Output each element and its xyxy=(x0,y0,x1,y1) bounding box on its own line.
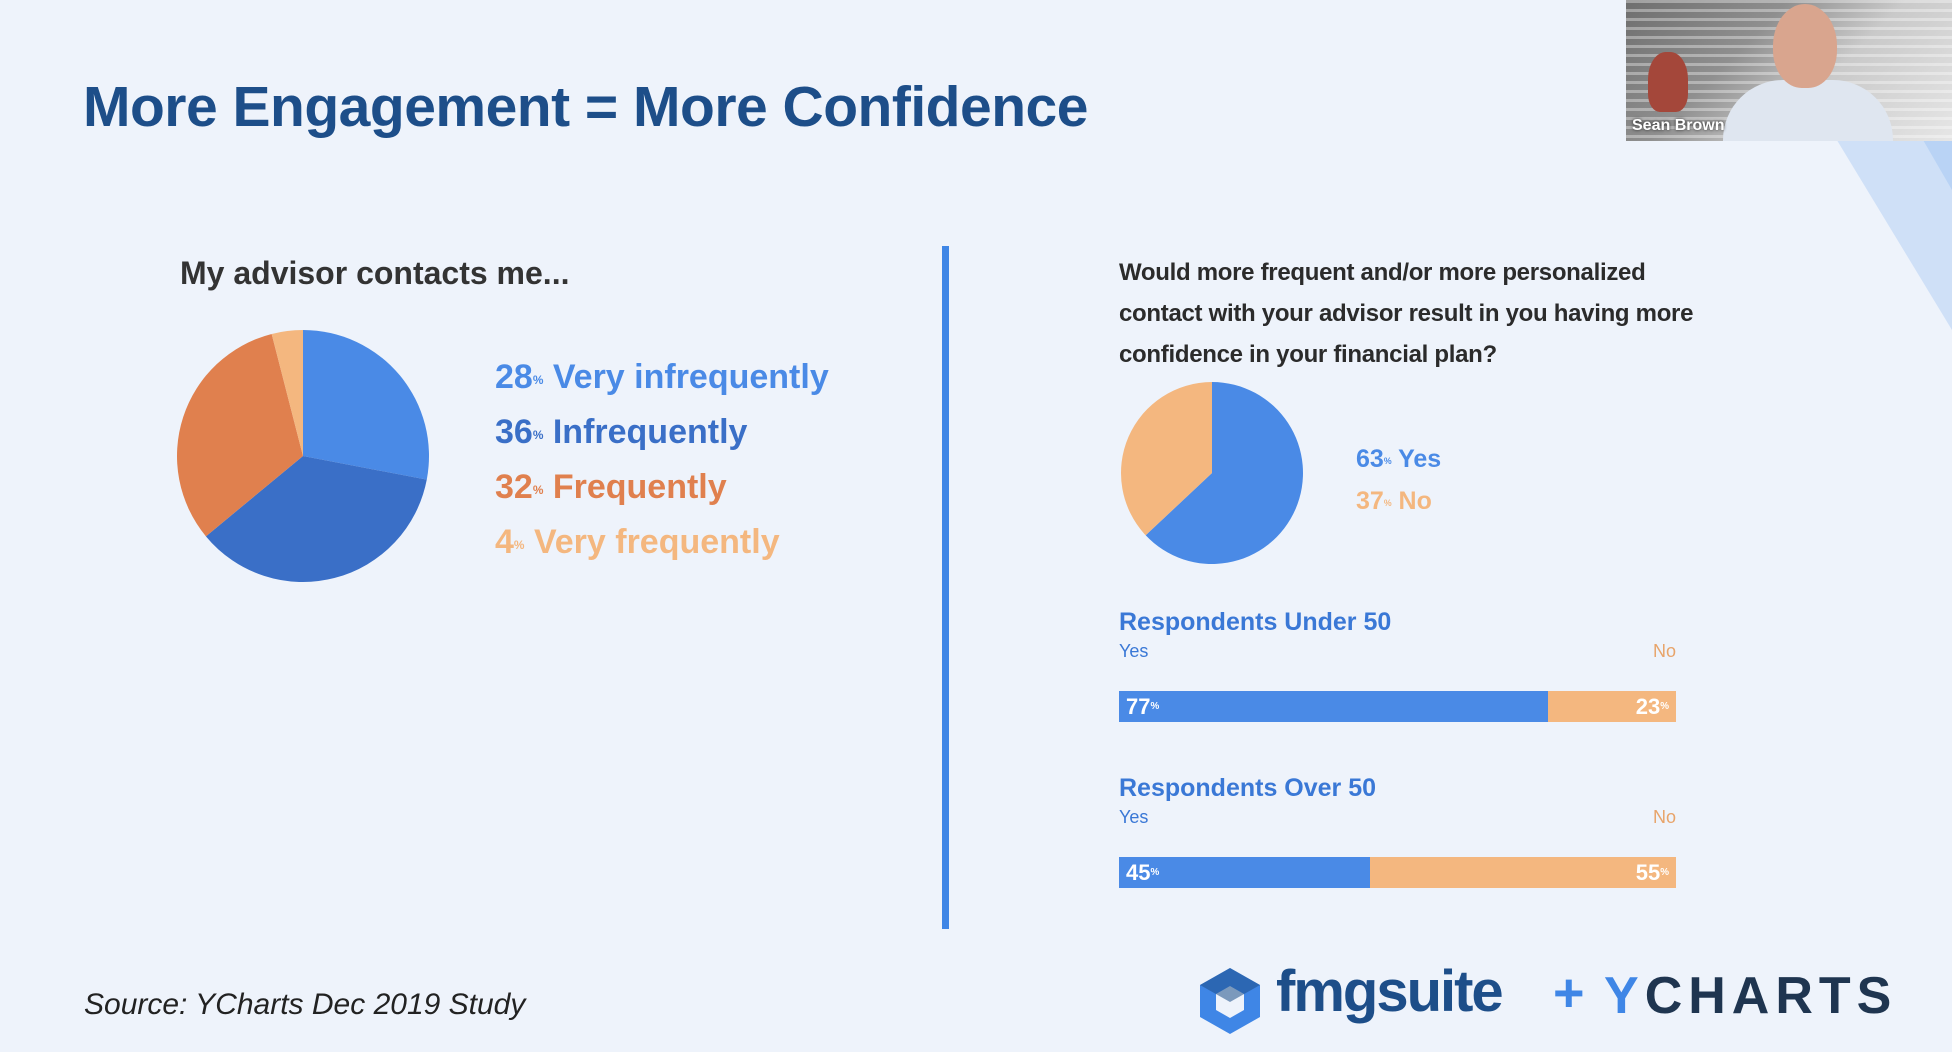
bar-segment-yes: 77% xyxy=(1119,691,1548,722)
legend-frequently: 32% Frequently xyxy=(495,460,829,515)
chart1-title: My advisor contacts me... xyxy=(180,255,570,291)
bar-title: Respondents Over 50 xyxy=(1119,774,1377,802)
webcam-person-head xyxy=(1773,4,1837,88)
bar-axis-labels: Yes No xyxy=(1119,639,1676,669)
stacked-bar: 45% 55% xyxy=(1119,857,1676,888)
legend-label: Frequently xyxy=(552,468,727,506)
bar-value-yes: 77% xyxy=(1126,694,1160,719)
bar-title: Respondents Under 50 xyxy=(1119,608,1392,636)
axis-label-no: No xyxy=(1652,807,1676,827)
vertical-divider xyxy=(942,246,949,929)
pie-slice-frequently xyxy=(176,333,303,537)
pie-slice-yes xyxy=(1145,382,1303,564)
bar-segment-yes: 45% xyxy=(1119,857,1370,888)
legend-label: Infrequently xyxy=(552,413,748,451)
legend-yes: 63% Yes xyxy=(1356,438,1441,480)
bar-segment-no: 23% xyxy=(1547,691,1676,722)
legend-label: Very frequently xyxy=(533,523,780,561)
slide-title: More Engagement = More Confidence xyxy=(83,75,1088,139)
source-citation: Source: YCharts Dec 2019 Study xyxy=(84,988,526,1021)
webcam-statue xyxy=(1648,52,1688,112)
webcam-video[interactable]: Sean Brown xyxy=(1626,0,1952,141)
pie-slice-very-infrequently xyxy=(303,330,429,480)
over-50-section: Respondents Over 50 Yes No 45% 55% xyxy=(1119,771,1676,888)
confidence-pie xyxy=(1121,382,1303,564)
under-50-section: Respondents Under 50 Yes No 77% 23% xyxy=(1119,605,1676,722)
logo-plus-sign: + xyxy=(1553,963,1585,1023)
legend-value: 37% xyxy=(1356,487,1392,515)
stacked-bar: 77% 23% xyxy=(1119,691,1676,722)
legend-label: Yes xyxy=(1398,445,1442,473)
legend-value: 32% xyxy=(495,468,544,506)
ycharts-logo: YCHARTS xyxy=(1604,967,1898,1025)
legend-value: 4% xyxy=(495,523,525,561)
bar-value-yes: 45% xyxy=(1126,860,1160,885)
pie-slice-infrequently xyxy=(205,456,427,583)
axis-label-no: No xyxy=(1652,641,1676,661)
axis-label-yes: Yes xyxy=(1119,807,1149,827)
legend-very-infrequently: 28% Very infrequently xyxy=(495,350,829,405)
chart1-legend: 28% Very infrequently 36% Infrequently 3… xyxy=(495,350,829,570)
bar-axis-labels: Yes No xyxy=(1119,805,1676,835)
legend-infrequently: 36% Infrequently xyxy=(495,405,829,460)
contact-frequency-pie xyxy=(176,330,429,583)
axis-label-yes: Yes xyxy=(1119,641,1149,661)
fmg-hexagon-icon xyxy=(1200,968,1260,1034)
survey-question: Would more frequent and/or more personal… xyxy=(1119,259,1694,368)
pie-slice-very-frequently xyxy=(271,330,303,456)
legend-label: Very infrequently xyxy=(552,358,829,396)
legend-value: 28% xyxy=(495,358,544,396)
fmgsuite-logo: fmgsuite xyxy=(1276,959,1504,1024)
legend-value: 36% xyxy=(495,413,544,451)
legend-value: 63% xyxy=(1356,445,1392,473)
chart2-legend: 63% Yes 37% No xyxy=(1356,438,1441,522)
bar-value-no: 23% xyxy=(1635,694,1669,719)
legend-very-frequently: 4% Very frequently xyxy=(495,515,829,570)
webcam-person-body xyxy=(1723,80,1893,141)
legend-label: No xyxy=(1398,487,1432,515)
bar-value-no: 55% xyxy=(1635,860,1669,885)
pie-slice-no xyxy=(1121,382,1212,536)
legend-no: 37% No xyxy=(1356,480,1441,522)
webcam-participant-name: Sean Brown xyxy=(1632,117,1725,134)
bar-segment-no: 55% xyxy=(1369,857,1676,888)
